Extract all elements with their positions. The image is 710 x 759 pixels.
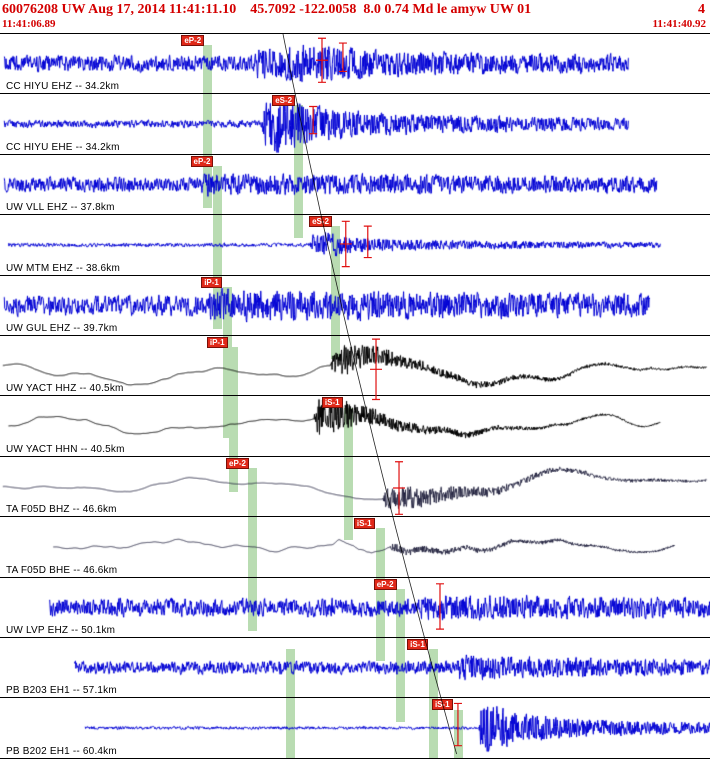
trace-panel: TA F05D BHE -- 46.6km iS-1 bbox=[0, 517, 710, 578]
phase-pick-label[interactable]: iP-1 bbox=[206, 337, 228, 349]
trace-label: UW GUL EHZ -- 39.7km bbox=[6, 323, 118, 335]
trace-panel: CC HIYU EHE -- 34.2km eS-2 bbox=[0, 94, 710, 155]
trace-panel: PB B203 EH1 -- 57.1km iS-1 bbox=[0, 638, 710, 699]
trace-panel: PB B202 EH1 -- 60.4km iS-1 bbox=[0, 698, 710, 759]
window-start-time: 11:41:06.89 bbox=[2, 18, 56, 30]
phase-pick-label[interactable]: eP-2 bbox=[226, 457, 249, 469]
phase-pick-label[interactable]: eP-2 bbox=[181, 35, 205, 46]
phase-pick-label[interactable]: iS-1 bbox=[321, 397, 343, 409]
trace-label: TA F05D BHZ -- 46.6km bbox=[6, 504, 117, 516]
trace-label: UW YACT HHN -- 40.5km bbox=[6, 443, 125, 455]
header: 60076208 UW Aug 17, 2014 11:41:11.10 45.… bbox=[0, 0, 710, 33]
header-line-2: 11:41:06.89 11:41:40.92 bbox=[0, 18, 710, 31]
trace-label: CC HIYU EHZ -- 34.2km bbox=[6, 81, 120, 93]
trace-panel: TA F05D BHZ -- 46.6km eP-2 bbox=[0, 456, 710, 518]
phase-pick-label[interactable]: eS-2 bbox=[272, 95, 296, 107]
trace-label: CC HIYU EHE -- 34.2km bbox=[6, 141, 120, 153]
phase-pick-label[interactable]: eP-2 bbox=[190, 155, 214, 167]
trace-panel: CC HIYU EHZ -- 34.2km eP-2 bbox=[0, 34, 710, 95]
phase-pick-label[interactable]: iS-1 bbox=[353, 518, 375, 530]
trace-label: UW LVP EHZ -- 50.1km bbox=[6, 625, 116, 637]
trace-panel: UW MTM EHZ -- 38.6km eS-2 bbox=[0, 215, 710, 276]
event-summary: 60076208 UW Aug 17, 2014 11:41:11.10 45.… bbox=[2, 2, 532, 17]
phase-pick-label[interactable]: iS-1 bbox=[407, 639, 428, 651]
phase-pick-label[interactable]: eP-2 bbox=[373, 578, 397, 590]
trace-panel: UW LVP EHZ -- 50.1km eP-2 bbox=[0, 577, 710, 639]
trace-label: TA F05D BHE -- 46.6km bbox=[6, 564, 118, 576]
trace-label: PB B203 EH1 -- 57.1km bbox=[6, 685, 117, 697]
phase-pick-label[interactable]: iS-1 bbox=[431, 699, 453, 711]
phase-pick-label[interactable]: eS-2 bbox=[309, 216, 333, 228]
trace-label: UW MTM EHZ -- 38.6km bbox=[6, 262, 120, 274]
trace-label: PB B202 EH1 -- 60.4km bbox=[6, 745, 117, 757]
trace-panel: UW YACT HHN -- 40.5km iS-1 bbox=[0, 396, 710, 457]
trace-label: UW YACT HHZ -- 40.5km bbox=[6, 383, 124, 395]
page-indicator: 4 bbox=[698, 2, 705, 17]
trace-panel: UW YACT HHZ -- 40.5km iP-1 bbox=[0, 336, 710, 397]
phase-pick-label[interactable]: iP-1 bbox=[201, 276, 222, 288]
trace-panel: UW GUL EHZ -- 39.7km iP-1 bbox=[0, 275, 710, 337]
header-line-1: 60076208 UW Aug 17, 2014 11:41:11.10 45.… bbox=[0, 0, 710, 18]
trace-label: UW VLL EHZ -- 37.8km bbox=[6, 202, 115, 214]
trace-area: CC HIYU EHZ -- 34.2km eP-2 CC HIYU EHE -… bbox=[0, 33, 710, 759]
window-end-time: 11:41:40.92 bbox=[652, 18, 706, 30]
trace-panel: UW VLL EHZ -- 37.8km eP-2 bbox=[0, 154, 710, 216]
